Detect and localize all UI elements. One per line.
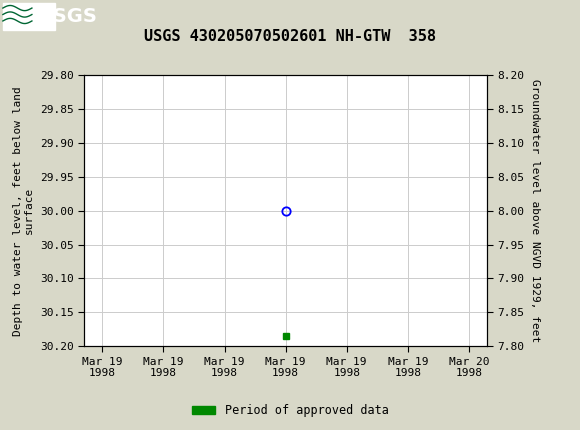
Text: USGS: USGS xyxy=(38,6,97,26)
Y-axis label: Depth to water level, feet below land
surface: Depth to water level, feet below land su… xyxy=(13,86,34,335)
Legend: Period of approved data: Period of approved data xyxy=(187,399,393,422)
Y-axis label: Groundwater level above NGVD 1929, feet: Groundwater level above NGVD 1929, feet xyxy=(530,79,540,342)
FancyBboxPatch shape xyxy=(3,3,55,30)
Text: USGS 430205070502601 NH-GTW  358: USGS 430205070502601 NH-GTW 358 xyxy=(144,29,436,44)
